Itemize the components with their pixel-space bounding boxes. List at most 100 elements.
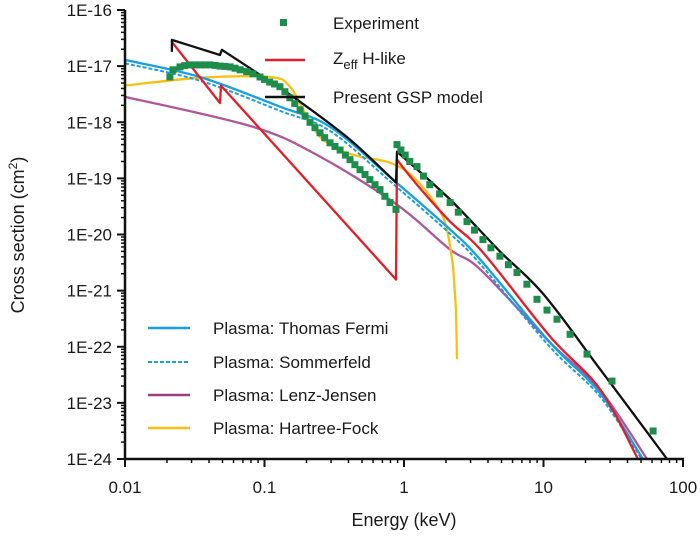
- experiment-point: [397, 146, 405, 154]
- y-tick-label: 1E-22: [67, 338, 112, 357]
- experiment-point: [291, 100, 299, 108]
- experiment-point: [169, 66, 177, 74]
- y-tick-label: 1E-20: [67, 226, 112, 245]
- experiment-point: [649, 427, 657, 435]
- legend-bottom: Plasma: Thomas Fermi Plasma: Sommerfeld …: [148, 319, 388, 438]
- series-tf-line: [124, 58, 644, 460]
- series-gsp-line: [170, 38, 668, 460]
- experiment-point: [261, 75, 268, 83]
- y-axis-title-end: ): [8, 157, 28, 163]
- experiment-point: [376, 186, 384, 194]
- experiment-point: [413, 163, 421, 171]
- experiment-point: [231, 64, 239, 72]
- experiment-point: [454, 208, 462, 216]
- experiment-point: [361, 171, 369, 178]
- experiment-point: [306, 118, 314, 126]
- experiment-point: [346, 156, 354, 164]
- legend-lj-label: Plasma: Lenz-Jensen: [213, 386, 376, 405]
- experiment-point: [392, 205, 400, 213]
- experiment-point: [371, 181, 379, 189]
- experiment-point: [166, 73, 174, 81]
- experiment-point: [201, 61, 209, 69]
- experiment-point: [186, 61, 194, 69]
- experiment-point: [504, 261, 512, 269]
- legend-zeff-label: Zeff H-like: [333, 49, 406, 72]
- y-tick-label: 1E-18: [67, 113, 112, 132]
- legend-zeff-sub: eff: [343, 57, 358, 72]
- experiment-point: [533, 295, 541, 303]
- experiment-point: [206, 61, 214, 69]
- x-tick-label: 0.1: [253, 478, 277, 497]
- series-zeff-line: [170, 41, 639, 460]
- experiment-point: [487, 244, 495, 252]
- legend-tf-label: Plasma: Thomas Fermi: [213, 319, 388, 338]
- experiment-point: [276, 83, 284, 91]
- experiment-point: [566, 330, 574, 338]
- experiment-point: [381, 192, 389, 200]
- experiment-point: [386, 199, 394, 207]
- experiment-point: [583, 350, 591, 358]
- experiment-point: [336, 146, 344, 154]
- experiment-point: [513, 269, 521, 276]
- experiment-point: [401, 151, 409, 159]
- legend-hf-label: Plasma: Hartree-Fock: [213, 419, 379, 438]
- y-tick-label: 1E-23: [67, 394, 112, 413]
- experiment-point: [301, 112, 309, 120]
- experiment-point: [331, 143, 339, 150]
- x-tick-label: 1: [399, 478, 408, 497]
- experiment-point: [366, 176, 374, 184]
- experiment-point: [321, 134, 329, 142]
- experiment-point: [243, 68, 251, 76]
- legend-zeff-main: Z: [333, 49, 343, 68]
- experiment-point: [341, 151, 349, 159]
- y-axis-title-main: Cross section (cm: [8, 169, 28, 313]
- x-tick-label: 100: [669, 478, 697, 497]
- experiment-point: [553, 315, 561, 323]
- x-axis-title: Energy (keV): [351, 510, 456, 530]
- experiment-point: [463, 218, 471, 226]
- experiment-point: [496, 252, 504, 260]
- experiment-point: [196, 61, 204, 69]
- legend-zeff-rest: H-like: [358, 49, 406, 68]
- experiment-point: [479, 236, 487, 244]
- experiment-point: [406, 158, 414, 165]
- legend-experiment-label: Experiment: [333, 14, 419, 33]
- experiment-point: [296, 106, 304, 114]
- experiment-point: [311, 124, 319, 132]
- x-tick-label: 10: [534, 478, 553, 497]
- experiment-point: [523, 280, 531, 288]
- y-tick-label: 1E-17: [67, 57, 112, 76]
- experiment-point: [393, 141, 401, 149]
- y-axis-title-sup: 2: [6, 162, 20, 169]
- y-axis-title: Cross section (cm2): [6, 157, 28, 314]
- experiment-point: [236, 66, 244, 74]
- experiment-point: [281, 88, 289, 96]
- y-tick-label: 1E-24: [67, 450, 112, 469]
- experiment-point: [216, 62, 224, 70]
- experiment-point: [326, 139, 334, 147]
- series-sf-line: [124, 62, 643, 460]
- legend-experiment-marker: [280, 19, 287, 26]
- series-layer: [124, 38, 668, 460]
- experiment-point: [356, 166, 364, 174]
- y-tick-label: 1E-16: [67, 1, 112, 20]
- experiment-point: [176, 63, 184, 71]
- x-tick-label: 0.01: [108, 478, 141, 497]
- experiment-point: [211, 61, 219, 69]
- experiment-point: [543, 306, 551, 314]
- y-tick-label: 1E-21: [67, 282, 112, 301]
- experiment-point: [608, 377, 616, 385]
- experiment-point: [266, 78, 274, 86]
- tick-labels: 0.01 0.1 1 10 100 1E-16 1E-17 1E-18 1E-19 1E-20 1E…: [67, 1, 698, 497]
- experiment-point: [181, 62, 189, 70]
- y-tick-label: 1E-19: [67, 169, 112, 188]
- experiment-point: [256, 73, 264, 81]
- experiment-point: [316, 129, 324, 137]
- experiment-point: [436, 190, 444, 198]
- experiment-point: [471, 226, 478, 234]
- experiment-point: [191, 61, 199, 69]
- experiment-point: [426, 181, 434, 189]
- legend-top: Experiment Zeff H-like Present GSP model: [265, 14, 483, 107]
- legend-gsp-label: Present GSP model: [333, 88, 483, 107]
